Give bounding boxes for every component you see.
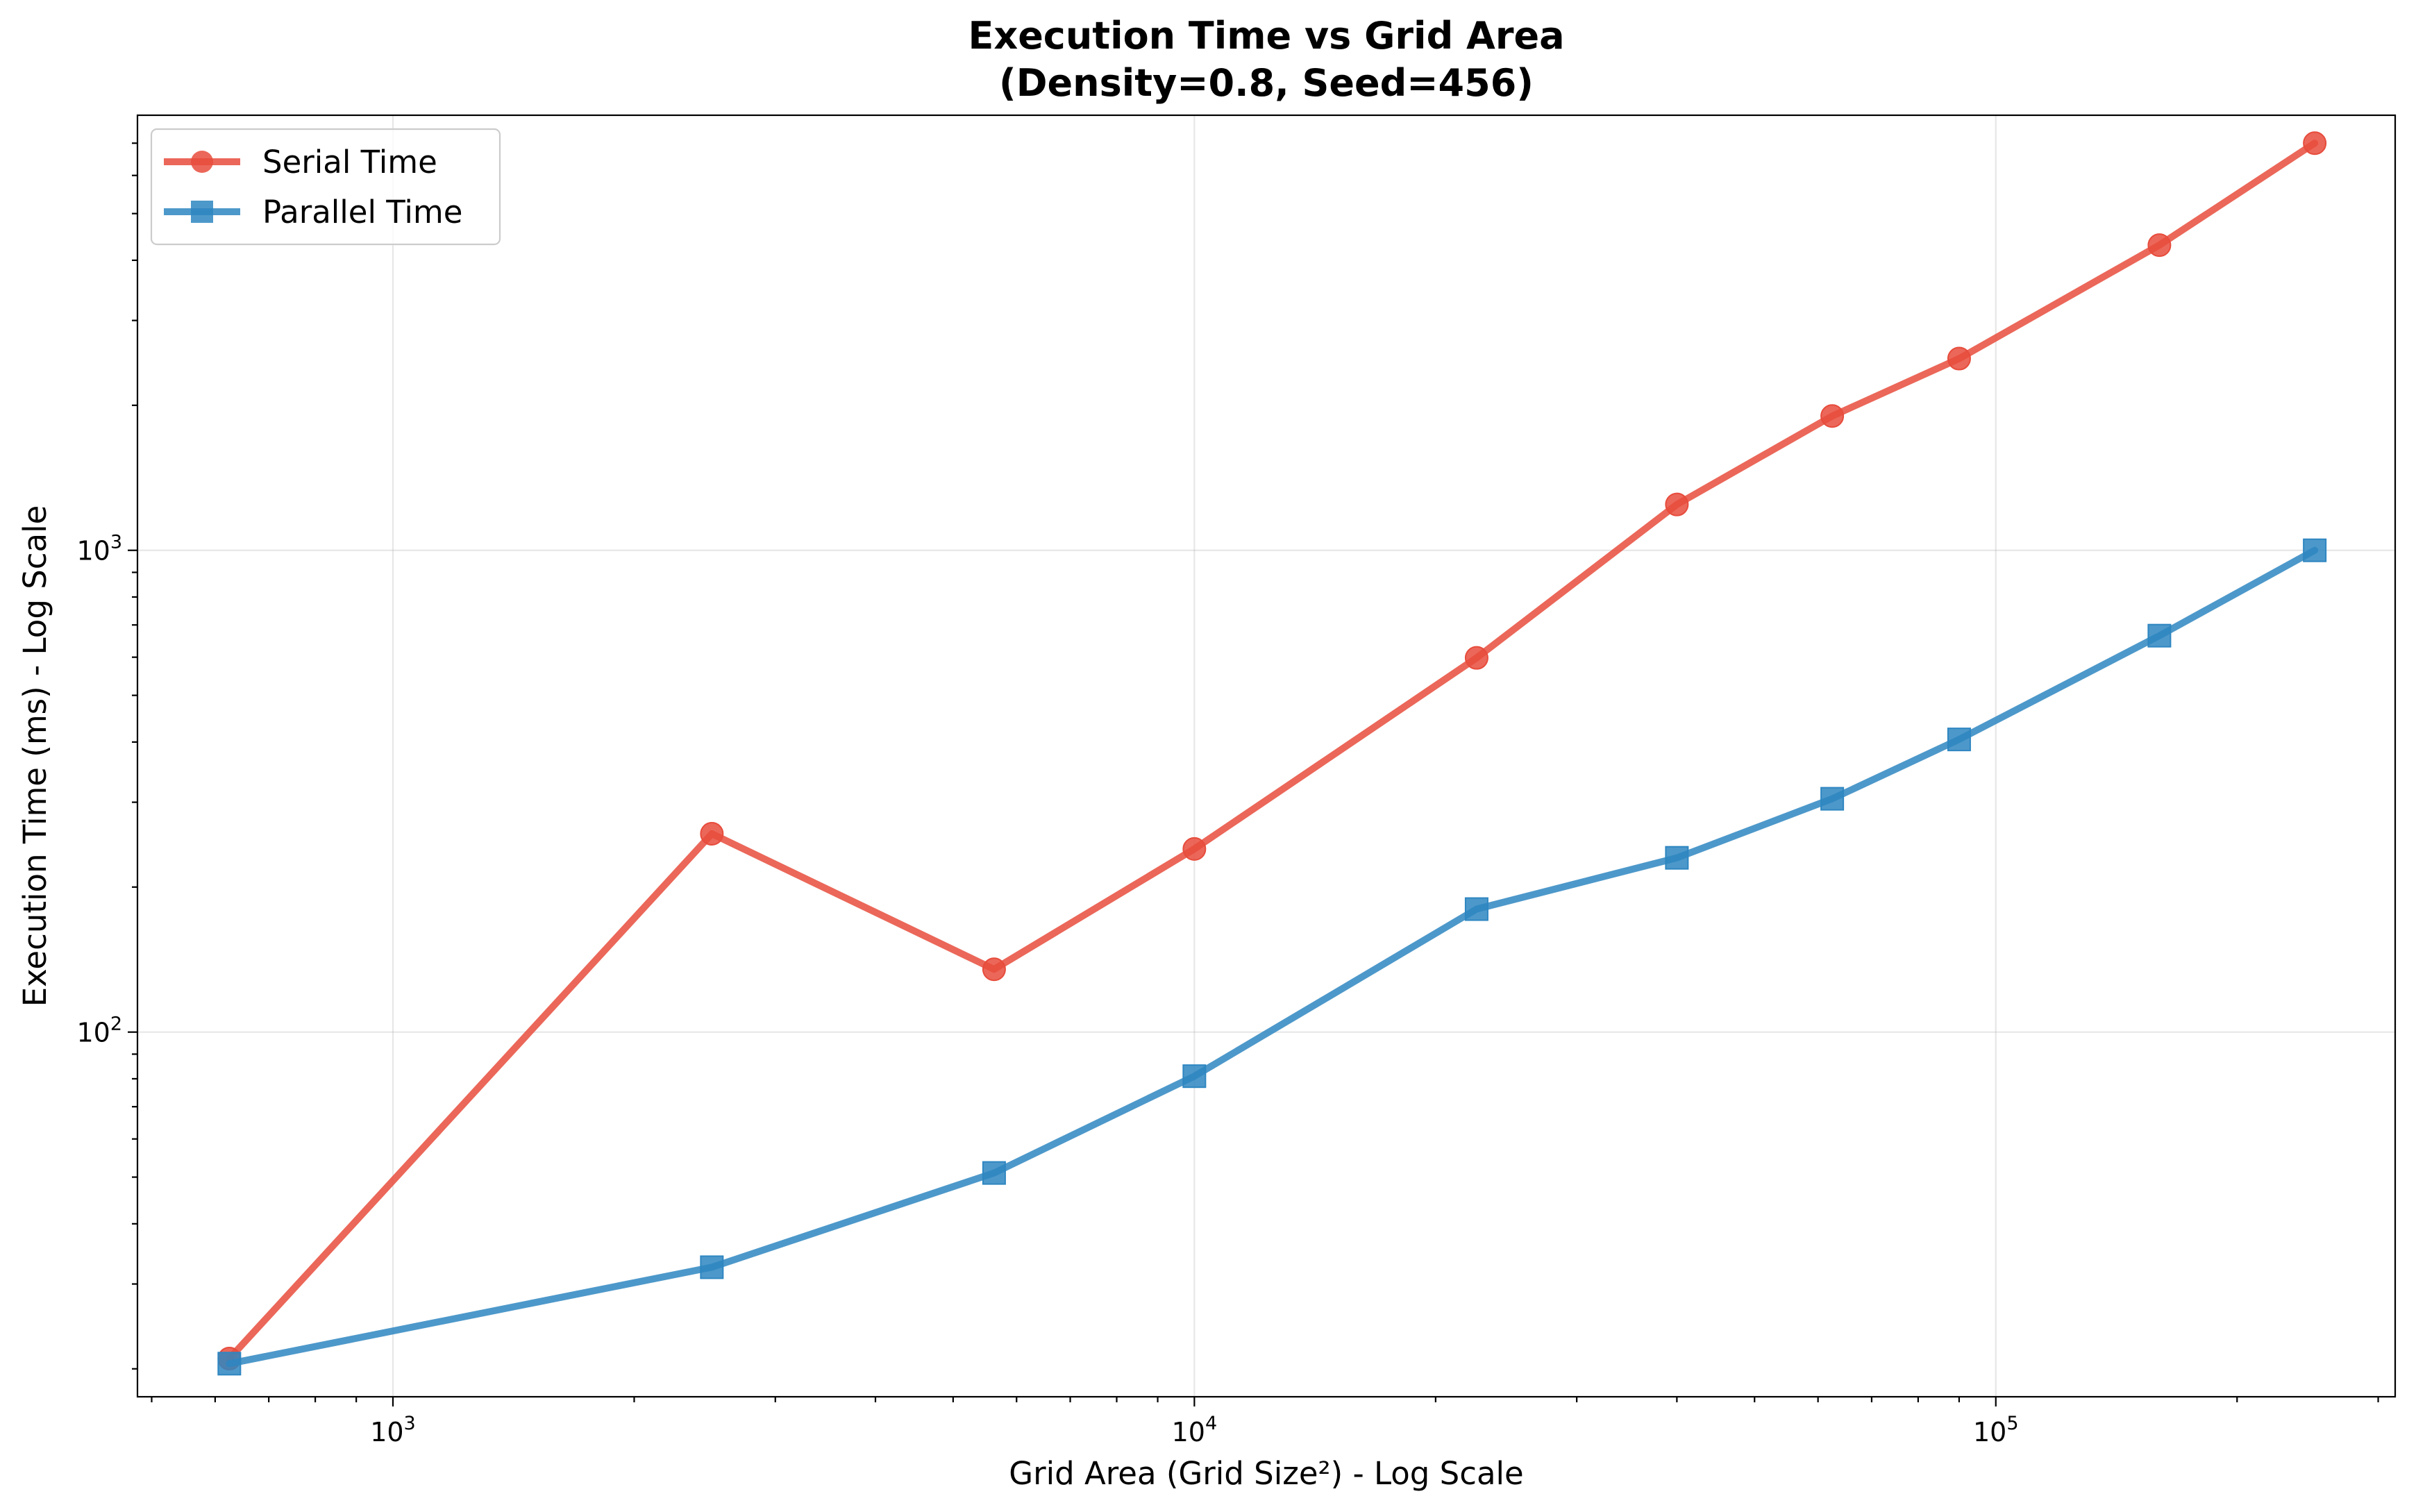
x-axis-label: Grid Area (Grid Size²) - Log Scale <box>1009 1455 1523 1492</box>
serial-time-point <box>982 957 1006 982</box>
legend-box <box>150 128 501 246</box>
legend-serial-label: Serial Time <box>262 144 437 180</box>
legend-parallel-label: Parallel Time <box>262 194 462 230</box>
series-layer <box>217 131 2327 1376</box>
parallel-time-point <box>1182 1064 1207 1089</box>
serial-time-point <box>2303 131 2327 156</box>
legend: Serial Time Parallel Time <box>150 128 501 246</box>
plot-frame <box>136 114 2397 1398</box>
x-tick-label: 104 <box>1172 1413 1218 1447</box>
parallel-time-line <box>226 546 2319 1368</box>
serial-time-line <box>226 140 2319 1363</box>
parallel-time-point <box>700 1255 724 1279</box>
serial-time-point <box>1820 404 1845 428</box>
serial-time-point <box>700 822 724 846</box>
y-axis-label: Execution Time (ms) - Log Scale <box>17 505 53 1007</box>
chart-title-line-1: Execution Time vs Grid Area <box>968 14 1564 58</box>
parallel-time-point <box>982 1161 1006 1185</box>
serial-time-point <box>1947 346 1971 371</box>
parallel-time-point <box>2147 623 2172 648</box>
serial-time-point <box>1665 492 1689 516</box>
serial-time-point <box>1182 837 1207 861</box>
chart-title-line-2: (Density=0.8, Seed=456) <box>999 61 1534 105</box>
parallel-time-point <box>1464 897 1488 921</box>
serial-time-point <box>2147 233 2172 258</box>
parallel-time-point <box>1820 787 1845 811</box>
x-tick-label: 103 <box>370 1413 416 1447</box>
y-tick-label: 103 <box>76 532 122 566</box>
legend-serial-marker <box>191 151 213 173</box>
y-tick-label: 102 <box>76 1014 122 1048</box>
x-tick-label: 105 <box>1973 1413 2019 1447</box>
parallel-time-point <box>2303 538 2327 562</box>
parallel-time-point <box>1665 846 1689 870</box>
parallel-time-point <box>1947 728 1971 752</box>
grid-lines <box>137 115 2395 1397</box>
legend-parallel-marker <box>191 201 213 223</box>
axis-ticks: 103 104 105 102 103 <box>76 142 2379 1447</box>
serial-time-point <box>1464 646 1488 670</box>
parallel-time-point <box>217 1352 242 1376</box>
